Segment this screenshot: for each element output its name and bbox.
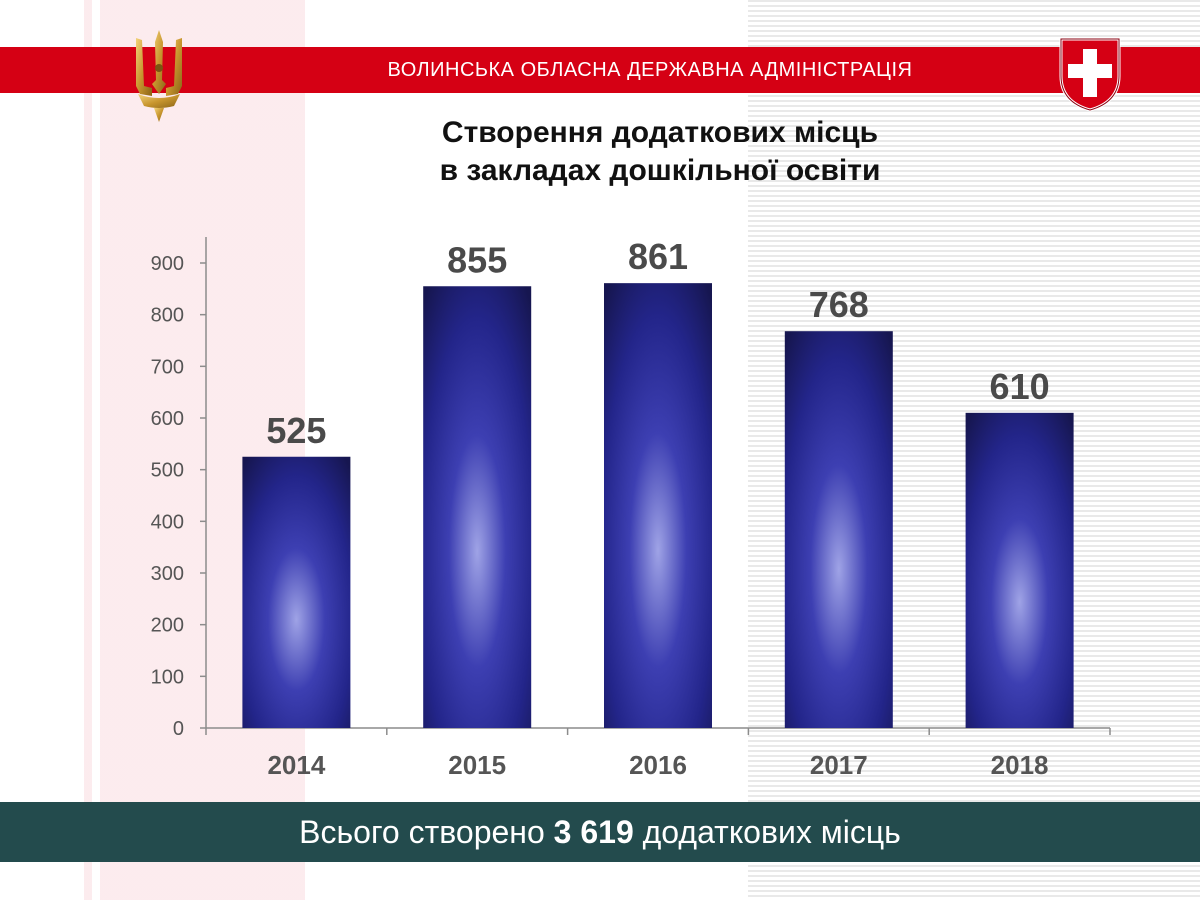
footer-band [0,802,1200,862]
y-tick-label: 900 [151,253,184,275]
x-tick-label-2018: 2018 [991,750,1049,780]
chart-labels: 525 2014 855 2015 861 2016 768 2017 610 2018 [266,236,1049,780]
bar-2017 [784,331,893,728]
bar-2016 [604,283,712,728]
x-tick-label-2014: 2014 [267,750,325,780]
y-tick-label: 400 [151,511,184,533]
data-label-2014: 525 [266,410,326,451]
chart-title: Створення додаткових місць в закладах до… [300,114,1020,190]
trident-emblem-icon [136,30,182,122]
x-tick-label-2017: 2017 [810,750,868,780]
total-prefix: Всього створено [299,814,554,850]
data-label-2018: 610 [990,366,1050,407]
y-tick-label: 100 [151,666,184,688]
data-label-2017: 768 [809,284,869,325]
chart-bars [242,283,1074,728]
y-tick-label: 700 [151,356,184,378]
chart-title-line-1: Створення додаткових місць [441,116,879,149]
chart-title-line-2: в закладах дошкільної освіти [439,154,881,187]
data-label-2015: 855 [447,239,507,280]
total-value: 3 619 [553,814,634,850]
y-tick-label: 200 [151,615,184,637]
y-tick-label: 800 [151,305,184,327]
organization-name: ВОЛИНСЬКА ОБЛАСНА ДЕРЖАВНА АДМІНІСТРАЦІЯ [387,59,913,81]
x-tick-label-2015: 2015 [448,750,506,780]
data-label-2016: 861 [628,236,688,277]
y-tick-label: 0 [173,718,184,740]
total-summary: Всього створено 3 619 додаткових місць [0,802,1200,862]
chart-axes: 0 100 200 300 400 500 600 700 800 900 [151,237,1111,740]
total-suffix: додаткових місць [633,814,901,850]
header-band [0,47,1200,93]
y-tick-label: 300 [151,563,184,585]
left-background-stripes [0,0,305,900]
bar-2018 [965,412,1074,728]
bar-2014 [242,456,351,728]
y-tick-label: 500 [151,460,184,482]
bar-2015 [423,286,532,728]
x-tick-label-2016: 2016 [629,750,687,780]
volyn-coat-of-arms-icon [1059,37,1121,112]
y-tick-label: 600 [151,408,184,430]
